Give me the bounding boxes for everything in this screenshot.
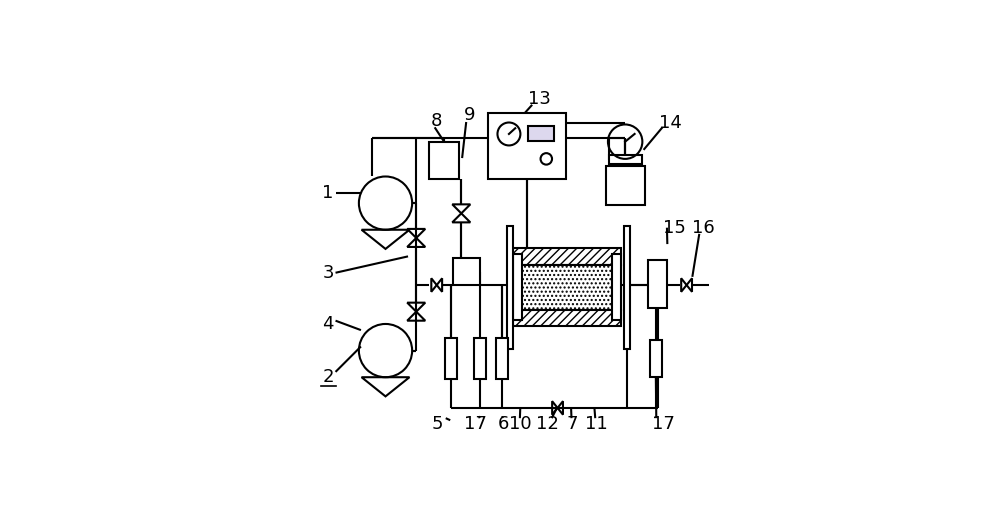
Text: 4: 4 [322, 315, 334, 333]
Text: 12: 12 [536, 415, 559, 434]
Text: 15: 15 [663, 219, 686, 237]
Bar [650, 340, 662, 377]
Bar [624, 226, 630, 348]
Text: 17: 17 [652, 415, 675, 434]
Bar [528, 126, 554, 140]
Bar [612, 254, 621, 320]
Text: 16: 16 [692, 219, 714, 237]
Text: 6: 6 [497, 415, 509, 434]
Text: 17: 17 [464, 415, 487, 434]
Bar [512, 264, 621, 310]
Bar [512, 310, 621, 326]
Text: 8: 8 [431, 112, 442, 130]
Bar [609, 155, 642, 164]
Bar [512, 248, 621, 264]
Text: 10: 10 [509, 415, 531, 434]
Bar [606, 166, 645, 205]
Text: 1: 1 [322, 184, 334, 202]
Bar [429, 142, 459, 179]
Text: 5: 5 [432, 415, 443, 434]
Bar [445, 338, 457, 379]
Text: 3: 3 [322, 264, 334, 282]
Text: 14: 14 [659, 114, 682, 132]
Bar [453, 259, 480, 285]
Text: 2: 2 [322, 368, 334, 386]
Text: 11: 11 [585, 415, 608, 434]
Bar [648, 261, 667, 307]
Bar [507, 226, 513, 348]
Bar [513, 254, 522, 320]
Bar [496, 338, 508, 379]
Text: 7: 7 [566, 415, 578, 434]
Bar [488, 113, 566, 179]
Text: 9: 9 [464, 106, 475, 124]
Bar [474, 338, 486, 379]
Text: 13: 13 [528, 90, 551, 107]
